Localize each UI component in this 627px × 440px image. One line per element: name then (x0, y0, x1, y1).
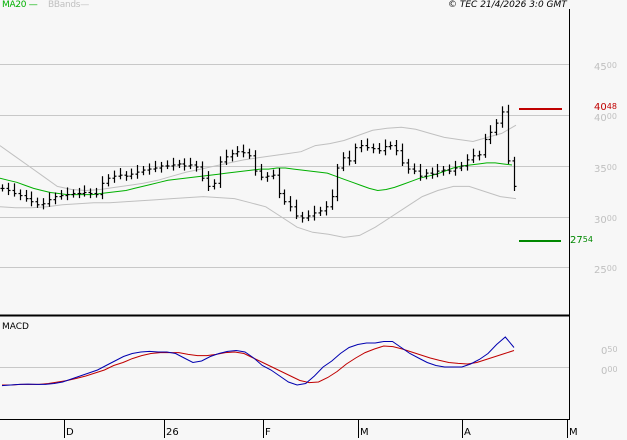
x-label-dec: D (66, 427, 74, 438)
y-label-4500: 4500 (594, 61, 617, 73)
price-bars (0, 104, 517, 223)
x-label-apr: A (464, 427, 471, 438)
support-label: 2754 (570, 235, 593, 246)
x-label-2026: 26 (166, 427, 179, 438)
x-axis-ticks (64, 419, 568, 438)
bband-lower-line (0, 185, 517, 238)
y-label-3000: 3000 (594, 214, 617, 226)
macd-title: MACD (2, 322, 29, 332)
macd-signal-line (2, 345, 515, 386)
copyright-timestamp: © TEC 21/4/2026 3:0 GMT (448, 0, 567, 10)
price-grid (0, 64, 569, 268)
legend-ma20: MA20 — (2, 0, 38, 10)
legend-bbands: BBands— (48, 0, 89, 10)
y-label-4000: 4000 (594, 112, 617, 124)
resistance-label: 4048 (594, 102, 617, 113)
macd-label-050: 050 (601, 345, 618, 357)
legend: MA20 — BBands— (2, 0, 89, 10)
y-label-2500: 2500 (594, 264, 617, 276)
x-label-mar: M (360, 427, 369, 438)
x-label-feb: F (265, 427, 271, 438)
x-label-may: M (569, 427, 578, 438)
y-label-3500: 3500 (594, 163, 617, 175)
macd-label-000: 000 (601, 365, 618, 377)
macd-line (1, 336, 515, 387)
bband-upper-line (0, 124, 517, 192)
